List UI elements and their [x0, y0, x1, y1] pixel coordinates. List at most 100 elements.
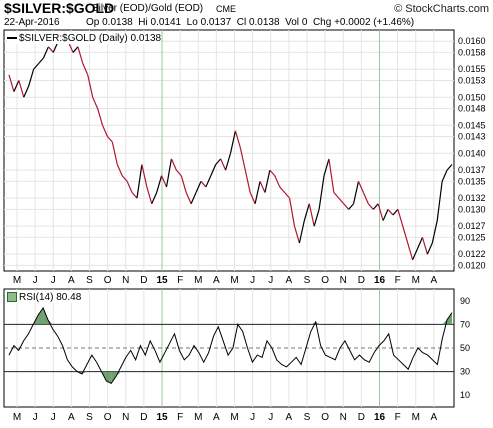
price-line-segment [259, 181, 266, 193]
price-line-segment [116, 164, 123, 176]
ohlc-label-open: Op [86, 17, 100, 28]
price-line-segment [279, 186, 286, 193]
price-x-tick-label: O [104, 275, 112, 286]
price-line-segment [205, 175, 212, 188]
price-x-tick-label: M [13, 275, 21, 286]
price-x-tick-label: J [33, 275, 38, 286]
rsi-overbought-fill [447, 312, 452, 325]
price-x-tick-label: A [213, 275, 220, 286]
rsi-x-tick-label: O [321, 412, 329, 423]
ohlc-label-high: Hi [138, 17, 148, 28]
rsi-y-tick-label: 10 [460, 390, 470, 400]
rsi-line [8, 306, 453, 385]
price-line-segment [156, 175, 163, 193]
ohlc-label-volume: Vol [285, 17, 300, 28]
price-x-tick-label: M [230, 275, 238, 286]
price-line-segment [146, 186, 153, 204]
price-line-segment [382, 209, 389, 221]
price-line-segment [141, 164, 148, 188]
price-line-segment [244, 169, 251, 193]
price-line-segment [441, 169, 448, 182]
price-line-segment [303, 203, 310, 221]
price-line-segment [313, 209, 320, 227]
brand-logo[interactable]: © StockCharts.com [394, 3, 489, 15]
price-line-segment [328, 158, 335, 193]
price-x-tick-label: J [268, 275, 273, 286]
rsi-oversold-fill [116, 371, 121, 377]
rsi-y-tick-label: 90 [460, 296, 470, 306]
price-y-tick-label: 0.0145 [458, 120, 486, 130]
price-line-segment [215, 158, 222, 165]
price-line-segment [426, 242, 433, 255]
price-legend-label: $SILVER:$GOLD (Daily) 0.0138 [19, 33, 162, 44]
rsi-x-tick-label: S [86, 412, 93, 423]
price-line-segment [269, 169, 276, 177]
price-line-segment [284, 192, 291, 199]
ohlc-volume: 0 [301, 17, 308, 28]
price-x-tick-label: 15 [156, 275, 168, 286]
rsi-x-tick-label: A [68, 412, 75, 423]
price-y-tick-label: 0.0148 [458, 103, 486, 113]
price-line-segment [47, 46, 54, 53]
rsi-x-tick-label: A [286, 412, 293, 423]
rsi-x-tick-label: D [358, 412, 365, 423]
price-line-segment [264, 169, 271, 193]
rsi-x-tick-label: A [213, 412, 220, 423]
ohlc-label-low: Lo [186, 17, 198, 28]
price-line-segment [180, 175, 187, 193]
price-line-segment [195, 181, 202, 193]
price-x-tick-label: S [304, 275, 311, 286]
ohlc-high: 0.0141 [150, 17, 182, 28]
price-line-segment [101, 125, 108, 137]
price-y-tick-label: 0.0155 [458, 64, 486, 74]
price-x-tick-label: S [86, 275, 93, 286]
price-line-segment [111, 141, 118, 165]
price-line-segment [416, 237, 424, 249]
price-line-segment [367, 203, 374, 210]
price-y-tick-label: 0.0158 [458, 47, 486, 57]
ohlc-readout: Op 0.0138 Hi 0.0141 Lo 0.0137 Cl 0.0138 … [86, 17, 414, 28]
price-line-segment [106, 136, 113, 143]
price-line-segment [131, 192, 138, 199]
price-y-tick-label: 0.0143 [458, 131, 486, 141]
price-line-segment [151, 192, 158, 204]
price-line-segment [308, 203, 315, 227]
price-line-segment [436, 181, 443, 221]
price-line-segment [72, 46, 79, 53]
price-line-segment [175, 169, 182, 177]
price-y-tick-label: 0.0153 [458, 75, 486, 85]
price-line-segment [239, 147, 246, 171]
price-x-tick-label: J [51, 275, 56, 286]
price-line-segment [97, 108, 104, 126]
price-line-segment [229, 130, 237, 154]
price-x-tick-label: N [122, 275, 129, 286]
price-line-segment [38, 57, 44, 65]
price-line-segment [28, 69, 35, 87]
price-line-segment [348, 203, 355, 210]
rsi-overbought-fill [47, 319, 53, 325]
ohlc-change: +0.0002 (+1.46%) [334, 17, 415, 28]
price-line-segment [249, 192, 256, 204]
price-line-segment [185, 192, 192, 204]
price-x-tick-label: A [286, 275, 293, 286]
price-line-segment [136, 164, 143, 199]
price-line-segment [225, 153, 232, 171]
price-line-segment [323, 158, 330, 176]
price-x-tick-label: N [340, 275, 347, 286]
price-x-tick-label: A [431, 275, 438, 286]
rsi-x-tick-label: J [51, 412, 56, 423]
price-line-segment [392, 208, 399, 216]
price-line-segment [234, 130, 241, 148]
rsi-oversold-fill [106, 371, 112, 384]
price-line-segment [200, 180, 207, 188]
chart-exchange: CME [216, 4, 236, 14]
rsi-x-tick-label: F [177, 412, 183, 423]
price-line-segment [126, 181, 133, 193]
price-line-segment [33, 63, 39, 70]
ohlc-low: 0.0137 [200, 17, 232, 28]
price-line-segment [407, 242, 414, 260]
price-line-segment [352, 181, 360, 204]
price-y-tick-label: 0.0150 [458, 92, 486, 102]
rsi-x-tick-label: S [304, 412, 311, 423]
